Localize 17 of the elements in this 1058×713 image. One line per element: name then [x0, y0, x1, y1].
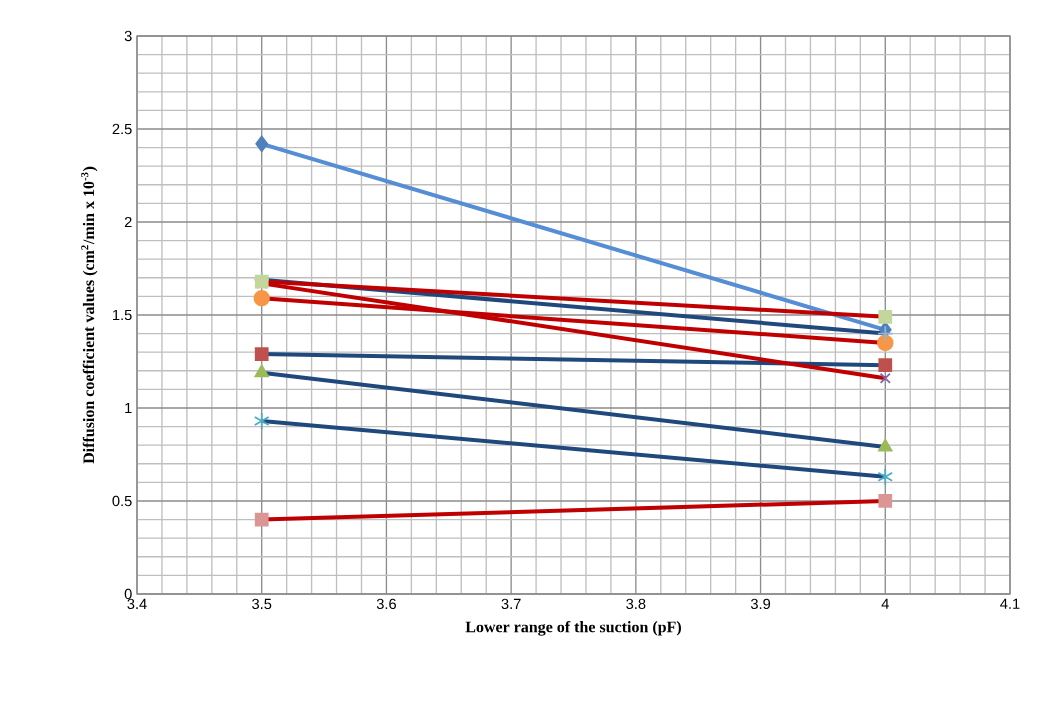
- x-tick-label: 3.4: [127, 598, 147, 610]
- y-tick-label: 2.5: [112, 123, 132, 135]
- y-tick-label: 1.5: [113, 309, 132, 321]
- x-tick-label: 3.7: [501, 598, 521, 610]
- y-tick-label: 1: [125, 402, 132, 414]
- y-tick-label: 0.5: [112, 495, 132, 507]
- x-tick-label: 3.8: [626, 598, 646, 610]
- x-tick-label: 4: [881, 598, 889, 609]
- y-axis-title: Diffusion coefficient values (cm$^{2}$/min x 10$^{-3}$): [81, 166, 98, 464]
- x-tick-label: 3.9: [750, 598, 771, 610]
- x-tick-label: 3.6: [376, 598, 396, 610]
- y-tick-label: 2: [124, 216, 132, 228]
- y-tick-label: 0: [124, 588, 132, 600]
- x-axis-title: Lower range of the suction (pF): [465, 620, 681, 636]
- x-tick-label: 3.5: [252, 598, 272, 610]
- x-tick-label: 4.1: [1000, 598, 1020, 609]
- y-tick-label: 3: [124, 30, 132, 42]
